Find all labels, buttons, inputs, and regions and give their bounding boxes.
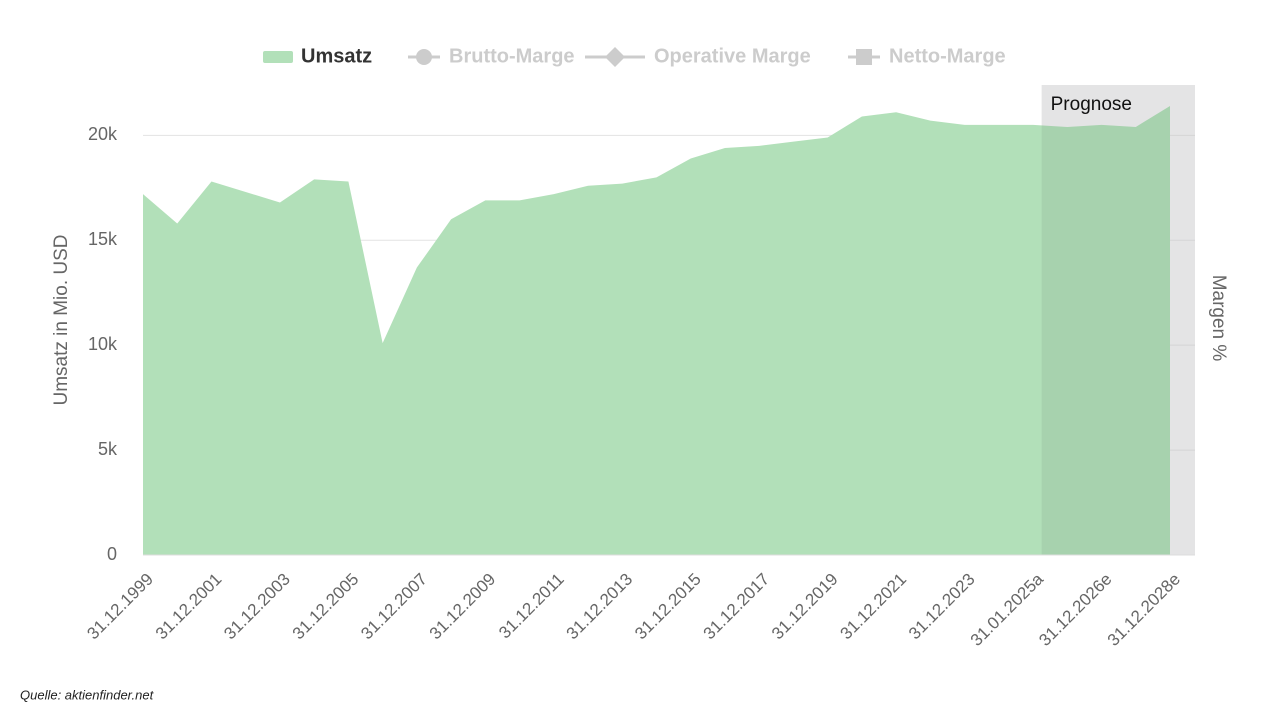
source: Quelle: aktienfinder.net	[20, 687, 155, 702]
y-tick-label: 15k	[88, 229, 118, 249]
x-tick-label: 31.12.2015	[631, 570, 705, 644]
area	[143, 105, 1170, 555]
x-tick-label: 31.12.2026e	[1035, 570, 1115, 650]
x-tick-label: 31.12.2007	[357, 570, 431, 644]
legend-label: Umsatz	[301, 45, 372, 67]
y-tick-label: 0	[107, 544, 117, 564]
legend-label: Brutto-Marge	[449, 45, 575, 67]
y-tick-label: 10k	[88, 334, 118, 354]
x-tick-label: 31.12.2023	[905, 570, 979, 644]
annotation: Prognose	[1051, 94, 1132, 115]
x-tick-label: 31.12.2003	[220, 570, 294, 644]
legend-label: Netto-Marge	[889, 45, 1006, 67]
legend-item[interactable]: Umsatz	[263, 45, 372, 67]
y-axis-label: Umsatz in Mio. USD	[51, 234, 72, 405]
forecast-overlay	[1041, 85, 1195, 555]
x-tick-label: 31.12.2011	[495, 570, 568, 643]
legend-swatch	[263, 51, 293, 63]
legend-marker	[856, 49, 872, 65]
x-tick-label: 31.12.2019	[768, 570, 842, 644]
y-tick-label: 20k	[88, 124, 118, 144]
legend-marker	[416, 49, 432, 65]
x-tick-label: 31.12.2001	[152, 570, 226, 644]
x-tick-label: 31.12.1999	[83, 570, 157, 644]
x-tick-label: 31.12.2013	[563, 570, 637, 644]
legend-label: Operative Marge	[654, 45, 811, 67]
x-tick-label: 31.12.2005	[289, 570, 363, 644]
y2-axis-label: Margen %	[1208, 275, 1229, 362]
x-tick-label: 31.12.2021	[837, 570, 911, 644]
x-tick-label: 31.12.2017	[700, 570, 774, 644]
legend-marker	[605, 47, 625, 67]
legend-item[interactable]: Netto-Marge	[848, 45, 1006, 67]
x-tick-label: 31.12.2028e	[1104, 570, 1184, 650]
y-tick-label: 5k	[98, 439, 118, 459]
legend-item[interactable]: Brutto-Marge	[408, 45, 575, 67]
legend-item[interactable]: Operative Marge	[585, 45, 811, 67]
x-tick-label: 31.12.2009	[426, 570, 500, 644]
